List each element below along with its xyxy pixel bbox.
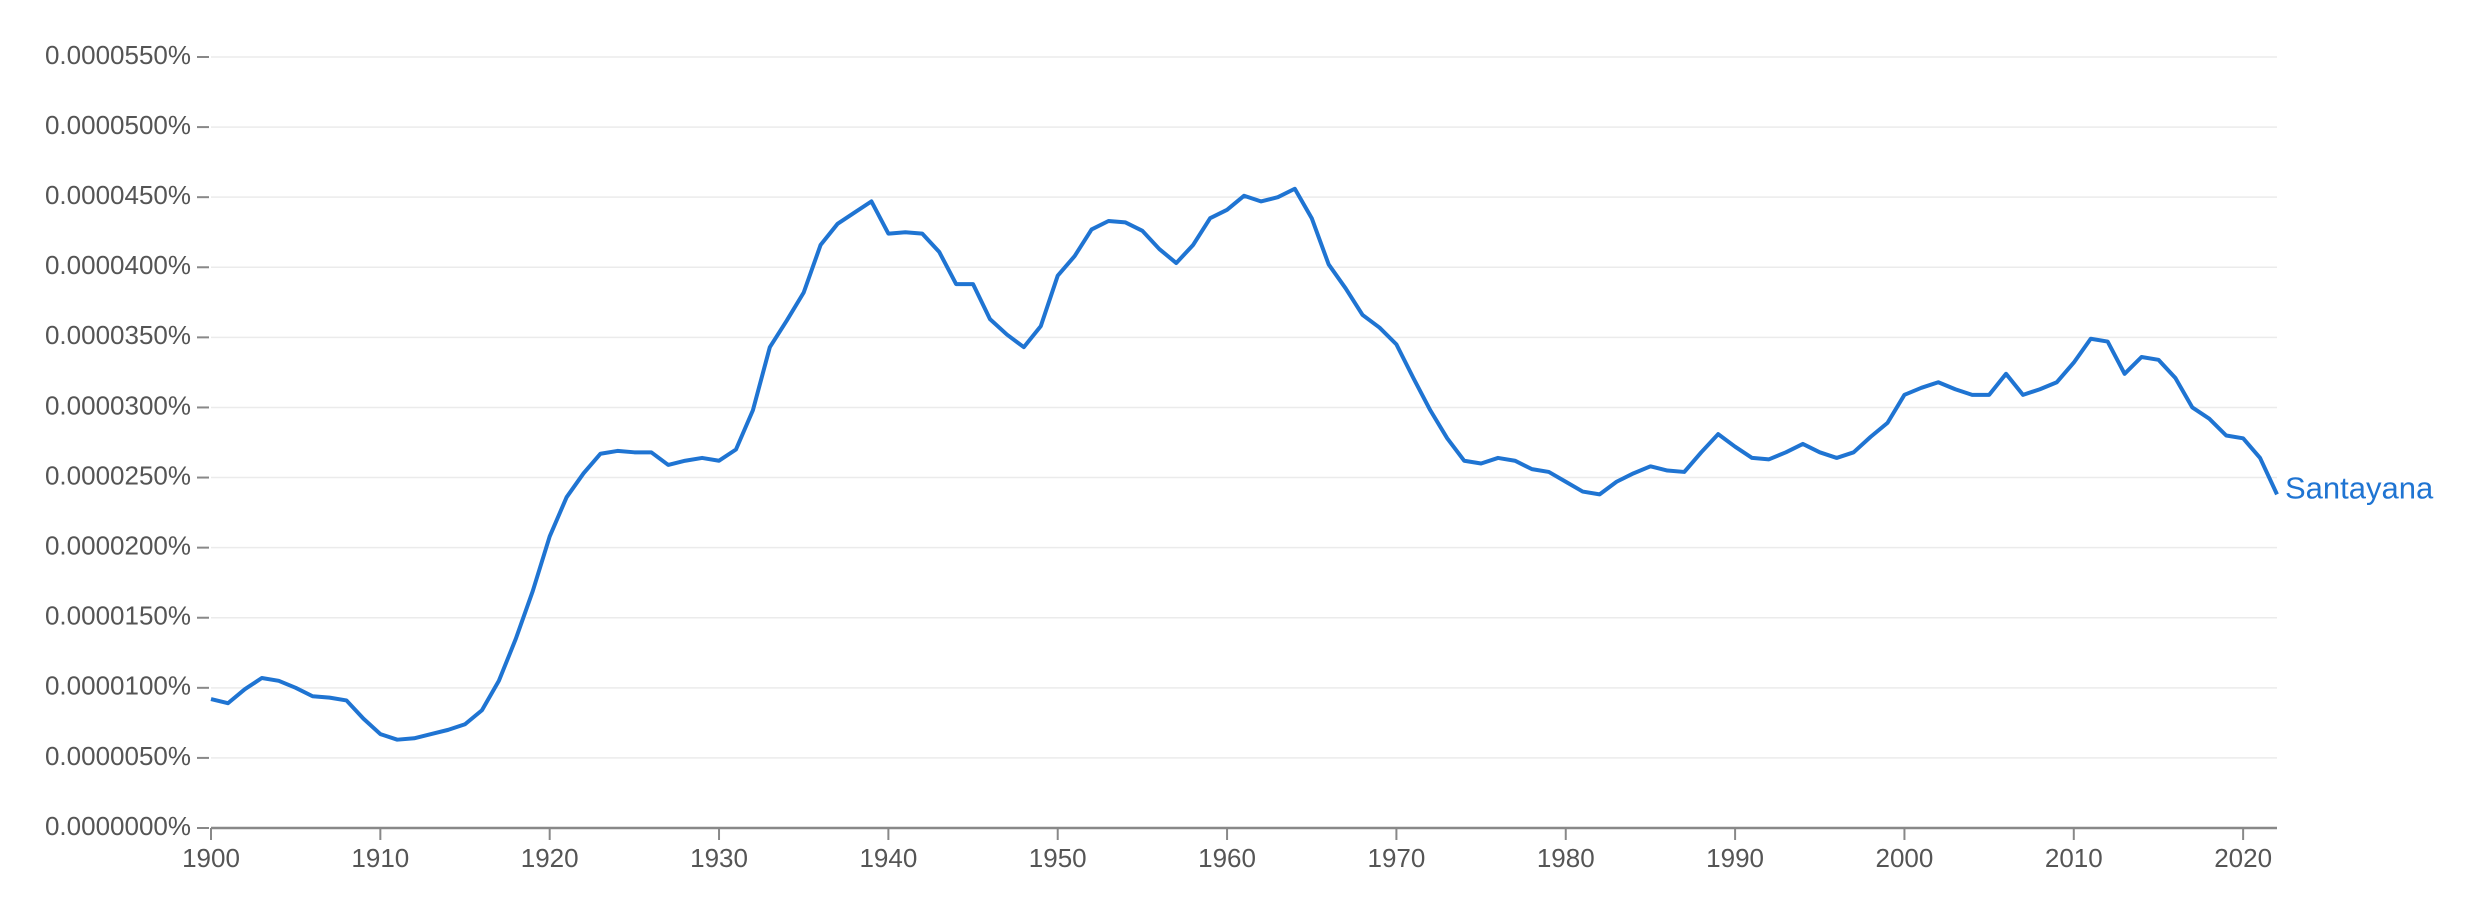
y-tick-label: 0.0000550% [45,40,191,70]
x-tick-label: 1930 [690,843,748,873]
y-tick-label: 0.0000350% [45,320,191,350]
y-tick-label: 0.0000450% [45,180,191,210]
x-tick-label: 1970 [1367,843,1425,873]
y-tick-label: 0.0000200% [45,531,191,561]
x-tick-label: 2000 [1876,843,1934,873]
x-tick-label: 2020 [2214,843,2272,873]
y-tick-label: 0.0000500% [45,110,191,140]
series-label: Santayana [2285,471,2434,506]
x-tick-label: 1990 [1706,843,1764,873]
x-tick-label: 1980 [1537,843,1595,873]
x-tick-label: 2010 [2045,843,2103,873]
x-tick-label: 1960 [1198,843,1256,873]
y-tick-label: 0.0000300% [45,390,191,420]
x-tick-label: 1920 [521,843,579,873]
y-tick-label: 0.0000100% [45,671,191,701]
x-tick-label: 1910 [351,843,409,873]
y-tick-label: 0.0000050% [45,741,191,771]
y-tick-label: 0.0000250% [45,460,191,490]
x-tick-label: 1950 [1029,843,1087,873]
y-tick-label: 0.0000000% [45,811,191,841]
x-tick-label: 1940 [859,843,917,873]
y-tick-label: 0.0000400% [45,250,191,280]
series-line [210,186,2279,742]
y-tick-label: 0.0000150% [45,601,191,631]
x-tick-label: 1900 [182,843,240,873]
